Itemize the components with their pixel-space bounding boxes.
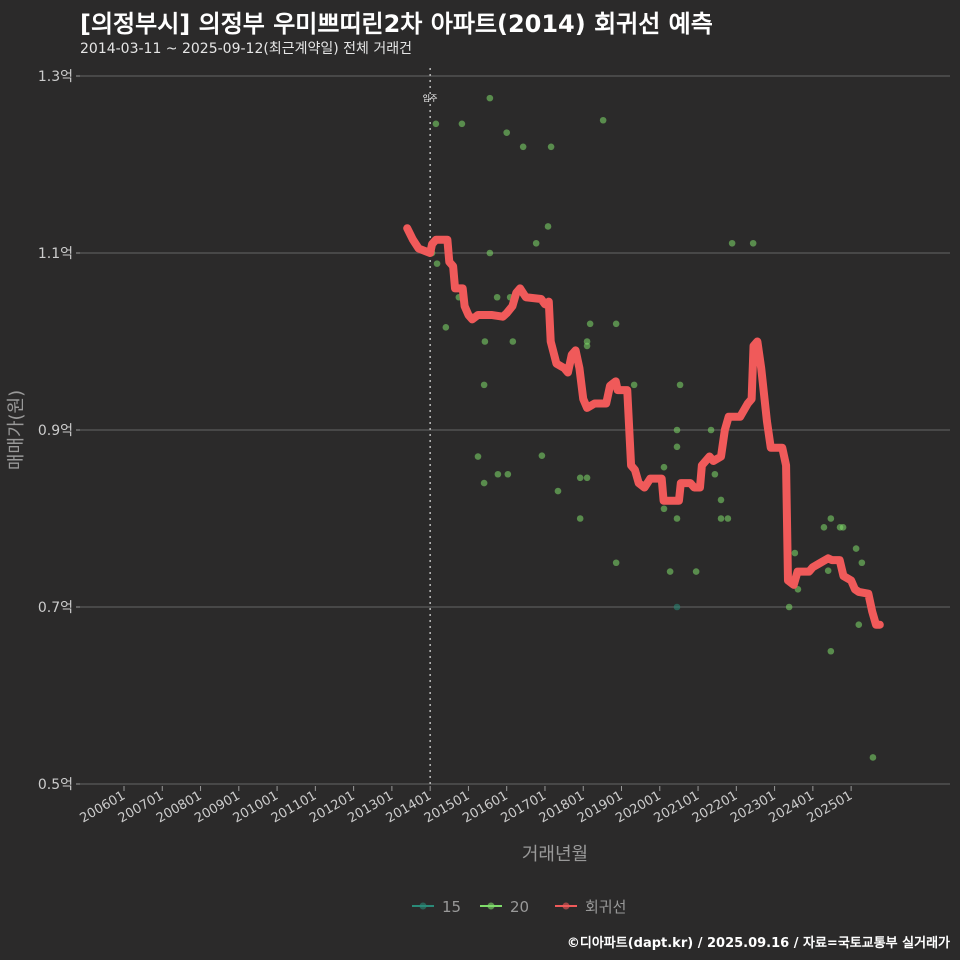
data-point-20 xyxy=(576,515,584,522)
legend-label: 20 xyxy=(510,898,529,916)
data-point-20 xyxy=(673,426,681,434)
data-point-20 xyxy=(827,647,835,655)
data-point-20 xyxy=(820,524,828,531)
data-point-20 xyxy=(480,479,488,487)
data-point-20 xyxy=(749,239,757,247)
data-point-20 xyxy=(599,116,607,124)
data-point-20 xyxy=(432,120,440,128)
data-point-15 xyxy=(673,603,681,611)
move-in-label: 입주 xyxy=(423,94,438,103)
legend-key-dot xyxy=(419,902,427,910)
data-point-20 xyxy=(458,120,466,128)
data-point-20 xyxy=(493,293,501,301)
x-axis-title: 거래년월 xyxy=(522,844,588,865)
data-point-20 xyxy=(724,515,732,522)
data-point-20 xyxy=(612,559,620,567)
y-tick-label: 1.1억 xyxy=(38,246,73,262)
data-point-20 xyxy=(630,381,638,389)
data-point-20 xyxy=(544,223,552,230)
data-point-20 xyxy=(576,474,584,482)
y-tick-label: 0.9억 xyxy=(38,423,73,439)
data-point-20 xyxy=(554,487,562,495)
data-point-20 xyxy=(509,338,517,345)
data-point-20 xyxy=(547,143,555,151)
data-point-20 xyxy=(855,621,863,628)
data-point-20 xyxy=(839,524,847,531)
legend-label: 15 xyxy=(442,898,461,916)
y-tick-label: 0.7억 xyxy=(38,600,73,616)
data-point-20 xyxy=(707,426,715,434)
y-axis-title: 매매가(원) xyxy=(6,390,27,470)
data-point-20 xyxy=(673,443,681,451)
data-point-20 xyxy=(442,324,450,331)
data-point-20 xyxy=(717,515,725,522)
data-point-20 xyxy=(711,470,719,478)
data-point-20 xyxy=(660,505,668,513)
data-point-20 xyxy=(791,549,799,557)
data-point-20 xyxy=(519,143,527,151)
chart-title: [의정부시] 의정부 우미쁘띠린2차 아파트(2014) 회귀선 예측 xyxy=(80,10,713,38)
y-tick-label: 0.5억 xyxy=(38,777,73,793)
regression-line xyxy=(403,224,884,629)
legend-key-dot xyxy=(562,902,570,910)
data-point-20 xyxy=(692,568,700,575)
data-point-20 xyxy=(824,567,832,575)
data-point-20 xyxy=(827,515,835,522)
data-point-20 xyxy=(717,496,725,504)
source-caption: ©디아파트(dapt.kr) / 2025.09.16 / 자료=국토교통부 실… xyxy=(566,936,950,951)
data-point-20 xyxy=(676,381,684,389)
data-point-20 xyxy=(852,545,860,552)
data-point-20 xyxy=(486,249,494,257)
data-point-20 xyxy=(785,603,793,611)
data-point-20 xyxy=(538,452,546,459)
data-point-20 xyxy=(673,515,681,522)
data-point-20 xyxy=(583,474,591,482)
data-point-20 xyxy=(494,470,502,478)
data-point-20 xyxy=(612,320,620,328)
data-point-20 xyxy=(503,129,511,136)
data-point-20 xyxy=(728,239,736,247)
data-point-20 xyxy=(532,239,540,247)
data-point-20 xyxy=(504,470,512,478)
chart-subtitle: 2014-03-11 ~ 2025-09-12(최근계약일) 전체 거래건 xyxy=(80,41,412,57)
legend-label: 회귀선 xyxy=(585,898,626,916)
data-point-20 xyxy=(486,94,494,102)
data-point-20 xyxy=(474,453,482,460)
data-point-20 xyxy=(480,381,488,389)
y-tick-label: 1.3억 xyxy=(38,69,73,85)
data-point-20 xyxy=(660,463,668,471)
legend-key-dot xyxy=(487,902,495,910)
data-point-20 xyxy=(858,559,866,567)
data-point-20 xyxy=(583,342,591,350)
data-point-20 xyxy=(666,568,674,575)
data-point-20 xyxy=(586,320,594,328)
data-point-20 xyxy=(481,338,489,345)
data-point-20 xyxy=(433,260,441,267)
data-point-20 xyxy=(869,754,877,761)
